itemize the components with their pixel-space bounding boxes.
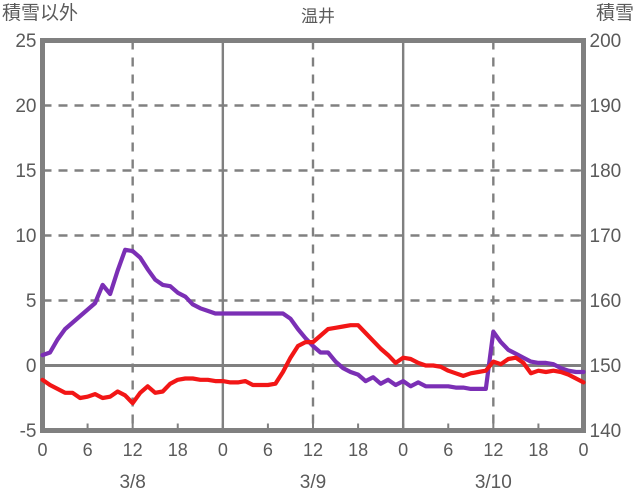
- y-axis-left-tick: 5: [25, 290, 37, 312]
- y-axis-left-tick: -5: [19, 420, 37, 442]
- x-axis-tick: 12: [302, 439, 324, 460]
- y-axis-right-tick: 170: [589, 225, 622, 247]
- right-axis-title: 積雪: [595, 3, 634, 24]
- y-axis-right-tick: 180: [589, 160, 622, 182]
- x-axis-day-label: 3/9: [299, 471, 327, 493]
- y-axis-right-tick: 190: [589, 95, 622, 117]
- axis-ticks: [42, 104, 584, 431]
- series-line-2: [40, 323, 586, 406]
- chart-title: 温井: [301, 7, 335, 26]
- x-axis-tick: 18: [167, 439, 188, 460]
- x-axis-tick: 18: [528, 439, 549, 460]
- y-axis-left-tick: 25: [15, 30, 37, 52]
- y-axis-right-tick: 140: [589, 420, 622, 442]
- x-axis-tick: 12: [483, 439, 504, 460]
- x-axis-day-label: 3/10: [474, 471, 512, 493]
- x-axis-tick: 0: [578, 439, 589, 460]
- y-axis-left-tick: 20: [15, 95, 37, 117]
- x-axis-tick: 12: [122, 439, 143, 460]
- left-axis-title: 積雪以外: [2, 3, 79, 24]
- x-axis-tick: 0: [217, 439, 228, 460]
- y-axis-right-tick: 160: [589, 290, 622, 312]
- y-axis-right-tick: 150: [589, 355, 622, 377]
- y-axis-left-tick: 0: [25, 355, 37, 377]
- x-axis-tick: 0: [37, 439, 48, 460]
- data-series: [40, 247, 586, 406]
- horizontal-gridlines: [42, 104, 584, 302]
- x-axis-tick: 6: [262, 439, 273, 460]
- y-axis-left-tick: 15: [15, 160, 37, 182]
- x-axis-tick: 18: [348, 439, 369, 460]
- series-line-1: [40, 247, 586, 391]
- x-axis-tick: 0: [398, 439, 409, 460]
- y-axis-right-tick: 200: [589, 30, 622, 52]
- x-axis-tick: 6: [443, 439, 454, 460]
- x-axis-tick: 6: [82, 439, 93, 460]
- x-axis-day-label: 3/8: [119, 471, 146, 493]
- y-axis-left-tick: 10: [15, 225, 37, 247]
